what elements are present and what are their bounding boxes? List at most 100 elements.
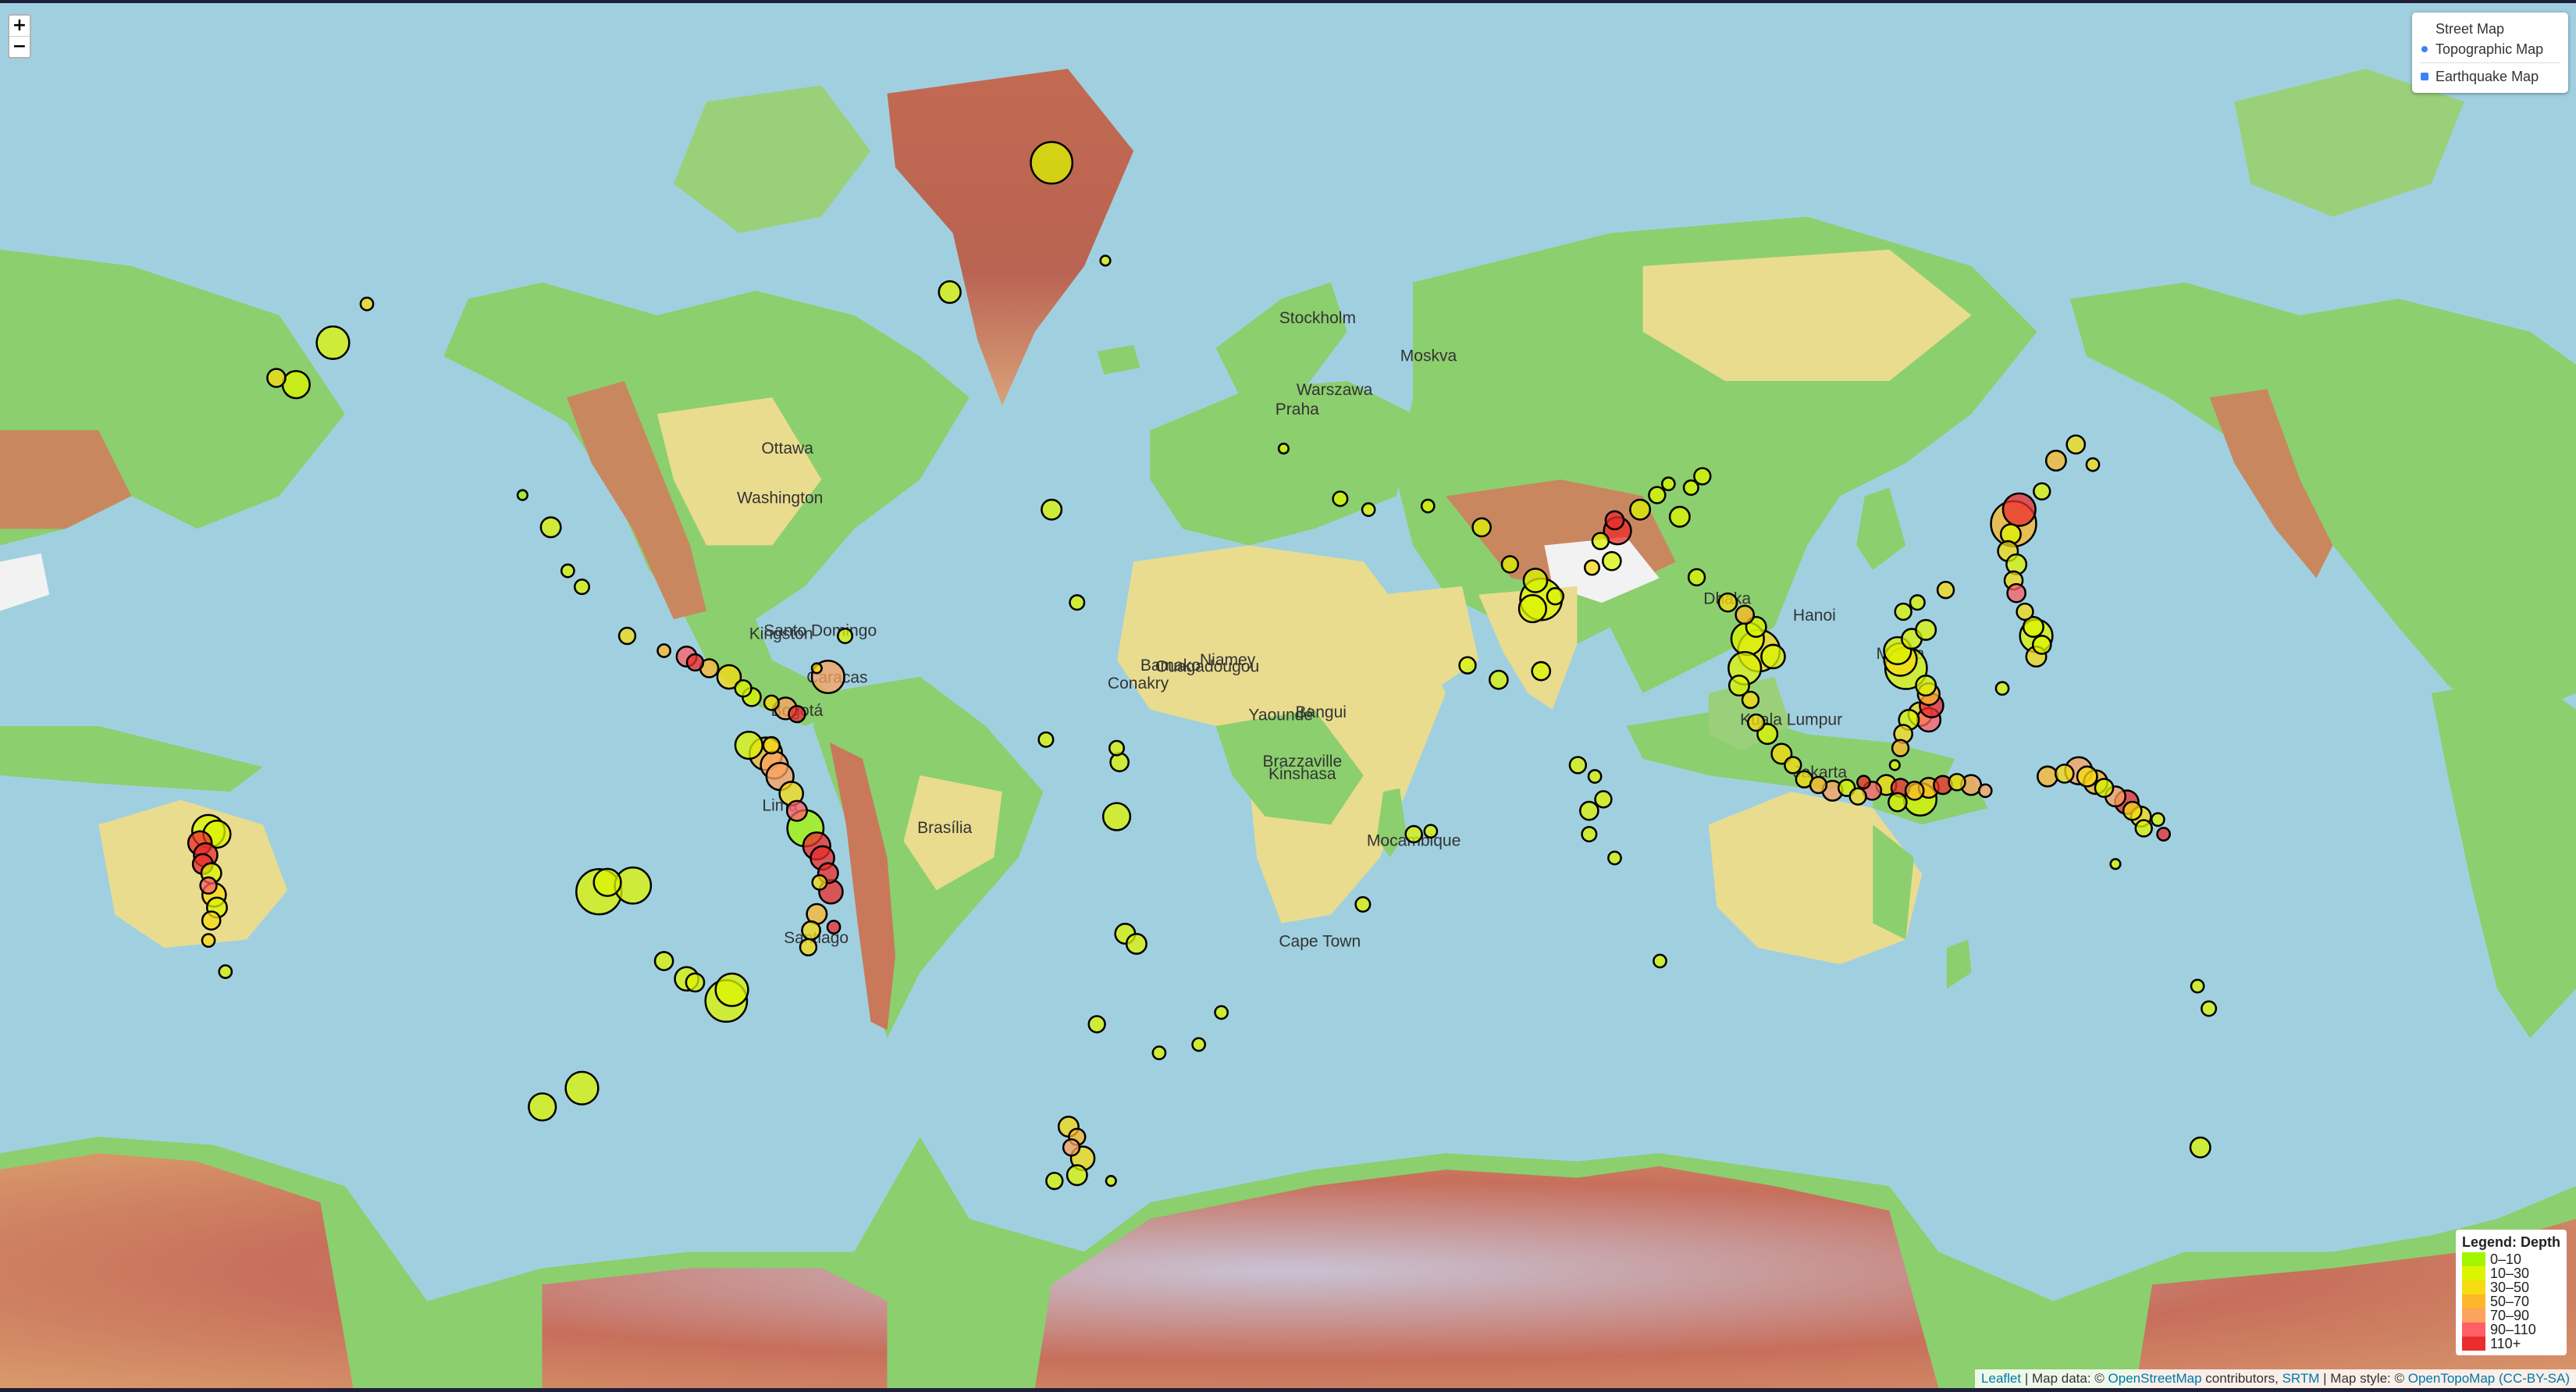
earthquake-marker[interactable] <box>1604 510 1625 531</box>
earthquake-marker[interactable] <box>2065 434 2087 455</box>
earthquake-marker[interactable] <box>1471 517 1492 538</box>
earthquake-marker[interactable] <box>2016 602 2034 621</box>
earthquake-marker[interactable] <box>1629 498 1652 521</box>
earthquake-marker[interactable] <box>617 626 637 646</box>
earthquake-marker[interactable] <box>1994 681 2010 696</box>
earthquake-marker[interactable] <box>1522 568 1549 593</box>
earthquake-marker[interactable] <box>2031 635 2052 655</box>
earthquake-marker[interactable] <box>685 653 705 672</box>
earthquake-marker[interactable] <box>938 279 962 304</box>
earthquake-marker[interactable] <box>1583 559 1600 576</box>
earthquake-marker[interactable] <box>1500 555 1520 574</box>
earthquake-marker[interactable] <box>2033 482 2051 501</box>
earthquake-marker[interactable] <box>1105 1175 1117 1187</box>
earthquake-marker[interactable] <box>785 799 808 822</box>
earthquake-marker[interactable] <box>1891 739 1910 757</box>
earthquake-marker[interactable] <box>2134 819 2153 838</box>
earthquake-marker[interactable] <box>1660 476 1676 492</box>
earthquake-marker[interactable] <box>1069 594 1086 611</box>
earthquake-marker[interactable] <box>218 964 233 979</box>
earthquake-marker[interactable] <box>1354 895 1372 913</box>
earthquake-marker[interactable] <box>685 972 706 993</box>
earthquake-marker[interactable] <box>266 368 286 388</box>
earthquake-marker[interactable] <box>1888 792 1908 813</box>
earthquake-marker[interactable] <box>1894 602 1912 621</box>
earthquake-marker[interactable] <box>1531 660 1552 682</box>
base-layer-street[interactable]: Street Map <box>2420 19 2560 39</box>
earthquake-marker[interactable] <box>1741 690 1760 710</box>
street-map-radio[interactable] <box>2420 24 2429 34</box>
earthquake-marker[interactable] <box>1087 1015 1106 1034</box>
opentopomap-link[interactable]: OpenTopoMap <box>2407 1371 2496 1386</box>
earthquake-marker[interactable] <box>1909 594 1926 611</box>
earthquake-marker[interactable] <box>2076 765 2098 788</box>
earthquake-marker[interactable] <box>1581 825 1598 843</box>
earthquake-marker[interactable] <box>1125 932 1147 955</box>
topo-map-radio[interactable] <box>2421 46 2428 52</box>
earthquake-marker[interactable] <box>811 874 828 891</box>
earthquake-marker[interactable] <box>763 694 780 711</box>
earthquake-marker[interactable] <box>2044 450 2067 472</box>
earthquake-marker[interactable] <box>2001 492 2037 527</box>
earthquake-marker[interactable] <box>1682 479 1699 497</box>
earthquake-marker[interactable] <box>199 876 218 895</box>
earthquake-layer[interactable] <box>187 3 2218 1191</box>
earthquake-marker[interactable] <box>2085 457 2101 472</box>
earthquake-marker[interactable] <box>1423 824 1439 839</box>
earthquake-marker[interactable] <box>1591 532 1610 550</box>
earthquake-marker[interactable] <box>656 643 671 658</box>
earthquake-marker[interactable] <box>2122 800 2143 821</box>
earthquake-marker[interactable] <box>1099 255 1112 267</box>
earthquake-marker[interactable] <box>1214 1005 1229 1020</box>
earthquake-marker[interactable] <box>1030 141 1074 185</box>
overlay-earthquake[interactable]: Earthquake Map <box>2420 66 2560 87</box>
earthquake-marker[interactable] <box>573 579 591 596</box>
earthquake-marker[interactable] <box>2151 812 2165 828</box>
earthquake-marker[interactable] <box>1489 669 1509 690</box>
earthquake-marker[interactable] <box>1045 1171 1064 1191</box>
earthquake-marker[interactable] <box>2201 1000 2218 1017</box>
zoom-in-button[interactable]: + <box>12 16 27 35</box>
earthquake-marker[interactable] <box>1277 443 1290 455</box>
earthquake-marker[interactable] <box>560 563 575 579</box>
earthquake-marker[interactable] <box>734 730 763 760</box>
earthquake-marker[interactable] <box>1856 774 1871 790</box>
earthquake-marker[interactable] <box>1888 759 1901 771</box>
earthquake-marker[interactable] <box>2109 858 2122 870</box>
earthquake-marker[interactable] <box>2156 827 2171 842</box>
earthquake-marker[interactable] <box>837 627 854 645</box>
earthquake-marker[interactable] <box>1101 802 1132 831</box>
earthquake-marker[interactable] <box>801 920 821 941</box>
earthquake-marker[interactable] <box>528 1092 557 1122</box>
earthquake-marker[interactable] <box>1066 1164 1088 1187</box>
earthquake-marker[interactable] <box>2094 778 2115 798</box>
earthquake-marker[interactable] <box>788 705 806 724</box>
earthquake-marker[interactable] <box>516 489 528 501</box>
earthquake-marker[interactable] <box>281 370 311 400</box>
earthquake-marker[interactable] <box>1332 490 1349 507</box>
earthquake-marker[interactable] <box>2022 615 2044 638</box>
earthquake-marker[interactable] <box>1648 486 1667 504</box>
earthquake-marker[interactable] <box>1420 498 1436 514</box>
earthquake-marker[interactable] <box>762 735 781 755</box>
earthquake-marker[interactable] <box>2037 765 2059 788</box>
srtm-link[interactable]: SRTM <box>2282 1371 2320 1386</box>
earthquake-marker[interactable] <box>2054 764 2075 784</box>
earthquake-marker[interactable] <box>1653 953 1667 969</box>
earthquake-marker[interactable] <box>1809 775 1828 795</box>
earthquake-marker[interactable] <box>1668 505 1691 528</box>
earthquake-marker[interactable] <box>1948 773 1966 792</box>
earthquake-marker[interactable] <box>1041 498 1063 521</box>
earthquake-marker[interactable] <box>1568 756 1588 774</box>
earthquake-marker[interactable] <box>1109 752 1130 773</box>
earthquake-marker[interactable] <box>1517 593 1547 624</box>
earthquake-marker[interactable] <box>315 325 350 361</box>
earthquake-marker[interactable] <box>1760 643 1786 670</box>
earthquake-marker[interactable] <box>1458 656 1477 675</box>
earthquake-marker[interactable] <box>1717 592 1738 613</box>
earthquake-marker[interactable] <box>592 867 622 897</box>
earthquake-marker[interactable] <box>714 972 749 1007</box>
earthquake-marker[interactable] <box>1602 550 1622 571</box>
earthquake-marker[interactable] <box>1191 1037 1207 1052</box>
earthquake-marker[interactable] <box>653 951 674 971</box>
